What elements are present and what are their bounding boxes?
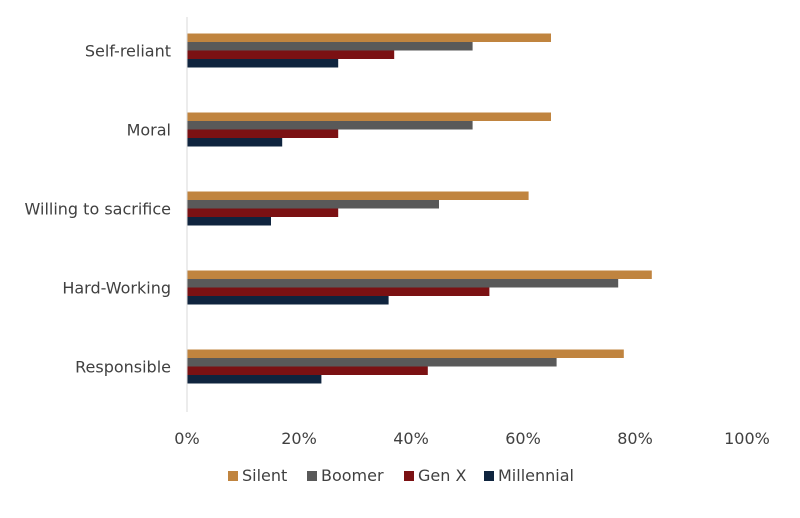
legend-label-gen-x: Gen X (418, 466, 466, 485)
bar-moral-millennial (187, 138, 283, 147)
bar-self-reliant-boomer (187, 42, 473, 51)
bar-hard-working-boomer (187, 279, 619, 288)
bar-responsible-silent (187, 349, 624, 358)
category-label: Moral (127, 121, 171, 140)
bar-hard-working-millennial (187, 296, 389, 305)
category-label: Self-reliant (85, 42, 171, 61)
category-label: Willing to sacrifice (25, 200, 171, 219)
bar-self-reliant-gen-x (187, 50, 395, 59)
x-tick-label: 80% (617, 429, 653, 448)
legend-swatch-millennial (484, 471, 494, 481)
bar-responsible-gen-x (187, 366, 428, 375)
category-labels: Self-reliant Moral Willing to sacrifice Har… (25, 42, 171, 377)
category-label: Hard-Working (62, 279, 171, 298)
legend-label-boomer: Boomer (321, 466, 384, 485)
x-tick-label: 60% (505, 429, 541, 448)
bar-moral-gen-x (187, 129, 339, 138)
category-label: Responsible (75, 358, 171, 377)
bar-willing-to-sacrifice-silent (187, 191, 529, 200)
legend-label-silent: Silent (242, 466, 287, 485)
bars-group (187, 33, 652, 384)
bar-moral-silent (187, 112, 551, 121)
bar-hard-working-silent (187, 270, 652, 279)
bar-self-reliant-silent (187, 33, 551, 42)
bar-willing-to-sacrifice-boomer (187, 200, 439, 209)
bar-hard-working-gen-x (187, 287, 490, 296)
legend: Silent Boomer Gen X Millennial (228, 466, 574, 485)
bar-responsible-boomer (187, 358, 557, 367)
bar-responsible-millennial (187, 375, 322, 384)
bar-moral-boomer (187, 121, 473, 130)
legend-label-millennial: Millennial (498, 466, 574, 485)
legend-swatch-boomer (307, 471, 317, 481)
x-tick-label: 40% (393, 429, 429, 448)
x-tick-label: 0% (174, 429, 199, 448)
bar-self-reliant-millennial (187, 59, 339, 68)
bar-willing-to-sacrifice-gen-x (187, 208, 339, 217)
x-tick-labels: 0% 20% 40% 60% 80% 100% (174, 429, 770, 448)
x-tick-label: 20% (281, 429, 317, 448)
x-tick-label: 100% (724, 429, 770, 448)
bar-willing-to-sacrifice-millennial (187, 217, 271, 226)
legend-swatch-silent (228, 471, 238, 481)
legend-swatch-gen-x (404, 471, 414, 481)
